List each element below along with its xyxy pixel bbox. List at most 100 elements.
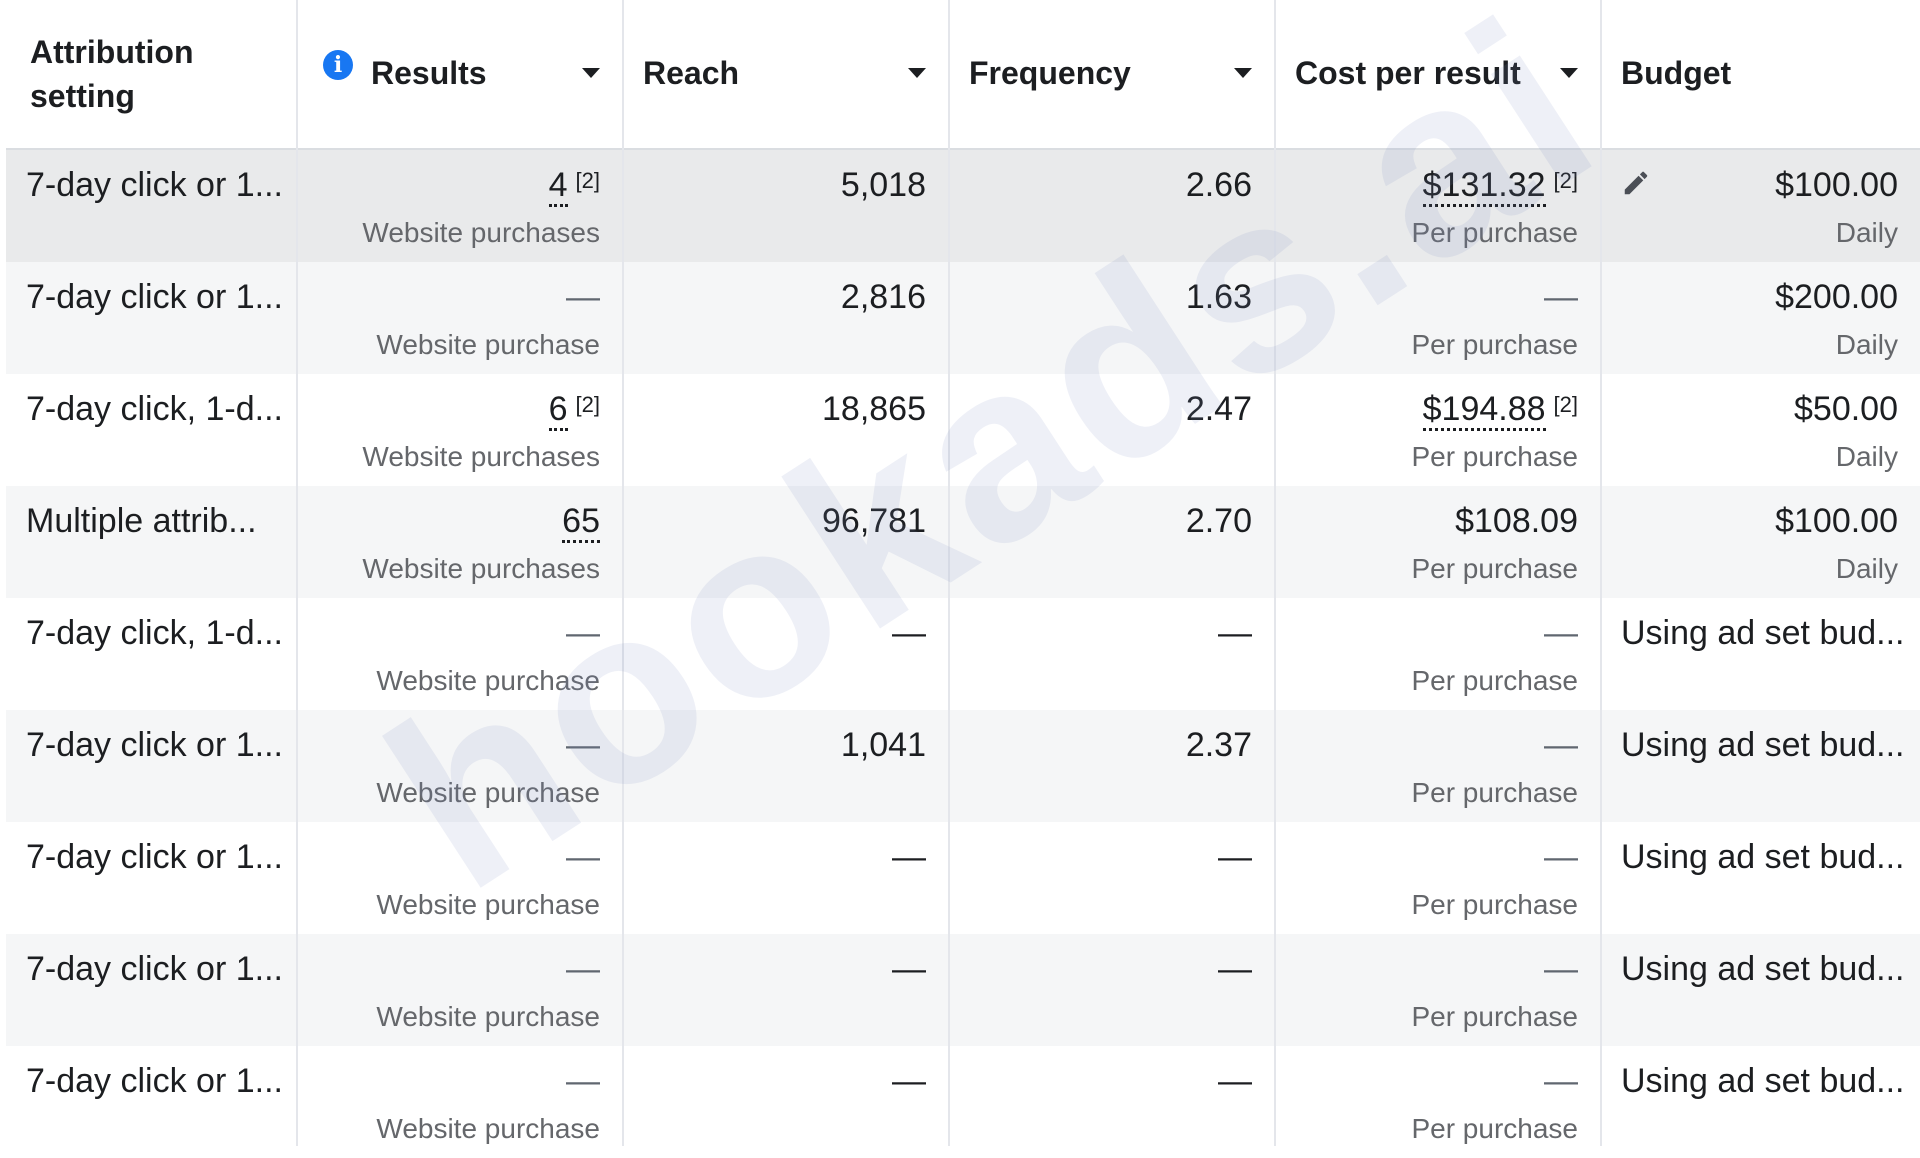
cell-cost-per-result[interactable]: — Per purchase: [1275, 934, 1600, 1046]
cost-value-wrap: —: [1544, 612, 1578, 654]
chevron-down-icon[interactable]: [1234, 68, 1252, 78]
results-footnote[interactable]: [2]: [575, 392, 600, 417]
cost-footnote[interactable]: [2]: [1553, 392, 1578, 417]
cell-budget[interactable]: $100.00 Daily: [1601, 150, 1920, 262]
cost-type: Per purchase: [1411, 217, 1578, 248]
cell-attribution[interactable]: 7-day click, 1-d...: [6, 598, 296, 710]
cell-cost-per-result[interactable]: $108.09 Per purchase: [1275, 486, 1600, 598]
column-header-label: Frequency: [969, 55, 1131, 91]
table-header: Attribution setting i Results Reach Freq…: [6, 0, 1920, 150]
cell-frequency: 2.70: [949, 486, 1274, 598]
cell-attribution[interactable]: 7-day click or 1...: [6, 150, 296, 262]
frequency-value: —: [1218, 1062, 1252, 1100]
attribution-value: 7-day click, 1-d...: [26, 390, 283, 428]
cell-reach: 5,018: [623, 150, 948, 262]
budget-value: Using ad set bud...: [1621, 726, 1905, 764]
results-value-wrap: —: [566, 836, 600, 878]
table-row[interactable]: 7-day click or 1... — Website purchase — — — P…: [6, 1046, 1920, 1158]
cell-results[interactable]: — Website purchase: [297, 598, 622, 710]
cell-cost-per-result[interactable]: — Per purchase: [1275, 262, 1600, 374]
column-divider[interactable]: [1274, 0, 1276, 1146]
cell-cost-per-result[interactable]: — Per purchase: [1275, 710, 1600, 822]
table-row[interactable]: 7-day click or 1... — Website purchase 1,04…: [6, 710, 1920, 822]
cost-value-wrap: $194.88 [2]: [1422, 388, 1578, 431]
cell-results[interactable]: — Website purchase: [297, 934, 622, 1046]
cell-attribution[interactable]: 7-day click or 1...: [6, 934, 296, 1046]
cell-results[interactable]: 65 Website purchases: [297, 486, 622, 598]
results-value[interactable]: 6: [548, 390, 568, 431]
chevron-down-icon[interactable]: [1560, 68, 1578, 78]
cost-value: $131.32: [1422, 166, 1546, 207]
cell-budget[interactable]: Using ad set bud...: [1601, 822, 1920, 934]
budget-value: $100.00: [1775, 166, 1898, 204]
cell-budget[interactable]: $50.00 Daily: [1601, 374, 1920, 486]
results-value[interactable]: 4: [548, 166, 568, 207]
results-value[interactable]: 65: [562, 502, 600, 543]
table-row[interactable]: 7-day click or 1... — Website purchase 2,81…: [6, 262, 1920, 374]
column-divider[interactable]: [622, 0, 624, 1146]
column-header-budget[interactable]: Budget: [1601, 0, 1920, 148]
column-header-reach[interactable]: Reach: [623, 0, 948, 148]
cost-value-wrap: —: [1544, 948, 1578, 990]
results-value-wrap: 65: [562, 500, 600, 543]
budget-value: Using ad set bud...: [1621, 950, 1905, 988]
cell-results[interactable]: — Website purchase: [297, 822, 622, 934]
cell-cost-per-result[interactable]: $131.32 [2] Per purchase: [1275, 150, 1600, 262]
cost-footnote[interactable]: [2]: [1553, 168, 1578, 193]
cell-cost-per-result[interactable]: — Per purchase: [1275, 598, 1600, 710]
cell-attribution[interactable]: 7-day click or 1...: [6, 262, 296, 374]
column-header-label: Budget: [1621, 55, 1732, 91]
cell-attribution[interactable]: 7-day click or 1...: [6, 710, 296, 822]
frequency-value: 2.37: [1185, 726, 1252, 764]
cell-budget[interactable]: Using ad set bud...: [1601, 598, 1920, 710]
column-divider[interactable]: [296, 0, 298, 1146]
cell-attribution[interactable]: 7-day click or 1...: [6, 1046, 296, 1158]
results-footnote[interactable]: [2]: [575, 168, 600, 193]
column-divider[interactable]: [1600, 0, 1602, 1146]
budget-value: Using ad set bud...: [1621, 1062, 1905, 1100]
cell-budget[interactable]: $200.00 Daily: [1601, 262, 1920, 374]
cell-budget[interactable]: Using ad set bud...: [1601, 934, 1920, 1046]
table-row[interactable]: 7-day click, 1-d... — Website purchase — — — P…: [6, 598, 1920, 710]
cell-results[interactable]: 4 [2] Website purchases: [297, 150, 622, 262]
attribution-value: 7-day click, 1-d...: [26, 614, 283, 652]
column-header-attribution[interactable]: Attribution setting: [6, 0, 296, 148]
pencil-icon[interactable]: [1621, 168, 1651, 198]
cell-cost-per-result[interactable]: — Per purchase: [1275, 822, 1600, 934]
column-divider[interactable]: [948, 0, 950, 1146]
cell-attribution[interactable]: Multiple attrib...: [6, 486, 296, 598]
cell-attribution[interactable]: 7-day click or 1...: [6, 822, 296, 934]
cell-budget[interactable]: Using ad set bud...: [1601, 1046, 1920, 1158]
cell-budget[interactable]: Using ad set bud...: [1601, 710, 1920, 822]
info-icon[interactable]: i: [323, 50, 353, 80]
table-row[interactable]: 7-day click or 1... — Website purchase — — — P…: [6, 934, 1920, 1046]
cost-value-wrap: —: [1544, 1060, 1578, 1102]
cell-cost-per-result[interactable]: — Per purchase: [1275, 1046, 1600, 1158]
cell-budget[interactable]: $100.00 Daily: [1601, 486, 1920, 598]
cell-results[interactable]: — Website purchase: [297, 1046, 622, 1158]
table-row[interactable]: 7-day click or 1... — Website purchase — — — P…: [6, 822, 1920, 934]
cost-value-wrap: —: [1544, 836, 1578, 878]
table-row[interactable]: 7-day click or 1... 4 [2] Website purchases…: [6, 150, 1920, 262]
results-value-wrap: 4 [2]: [548, 164, 600, 207]
table-row[interactable]: Multiple attrib... 65 Website purchases 96,…: [6, 486, 1920, 598]
cell-frequency: —: [949, 598, 1274, 710]
column-header-frequency[interactable]: Frequency: [949, 0, 1274, 148]
reach-value: 18,865: [822, 390, 926, 428]
attribution-value: 7-day click or 1...: [26, 278, 283, 316]
table-row[interactable]: 7-day click, 1-d... 6 [2] Website purchases…: [6, 374, 1920, 486]
cell-cost-per-result[interactable]: $194.88 [2] Per purchase: [1275, 374, 1600, 486]
column-header-results[interactable]: i Results: [297, 0, 622, 148]
chevron-down-icon[interactable]: [582, 68, 600, 78]
reach-value: 96,781: [822, 502, 926, 540]
chevron-down-icon[interactable]: [908, 68, 926, 78]
cell-results[interactable]: — Website purchase: [297, 262, 622, 374]
cell-attribution[interactable]: 7-day click, 1-d...: [6, 374, 296, 486]
column-header-cost-per-result[interactable]: Cost per result: [1275, 0, 1600, 148]
cell-frequency: 1.63: [949, 262, 1274, 374]
cell-results[interactable]: 6 [2] Website purchases: [297, 374, 622, 486]
cell-results[interactable]: — Website purchase: [297, 710, 622, 822]
cost-value: —: [1544, 726, 1578, 764]
cost-type: Per purchase: [1411, 441, 1578, 472]
cost-value-wrap: $108.09: [1455, 500, 1578, 542]
